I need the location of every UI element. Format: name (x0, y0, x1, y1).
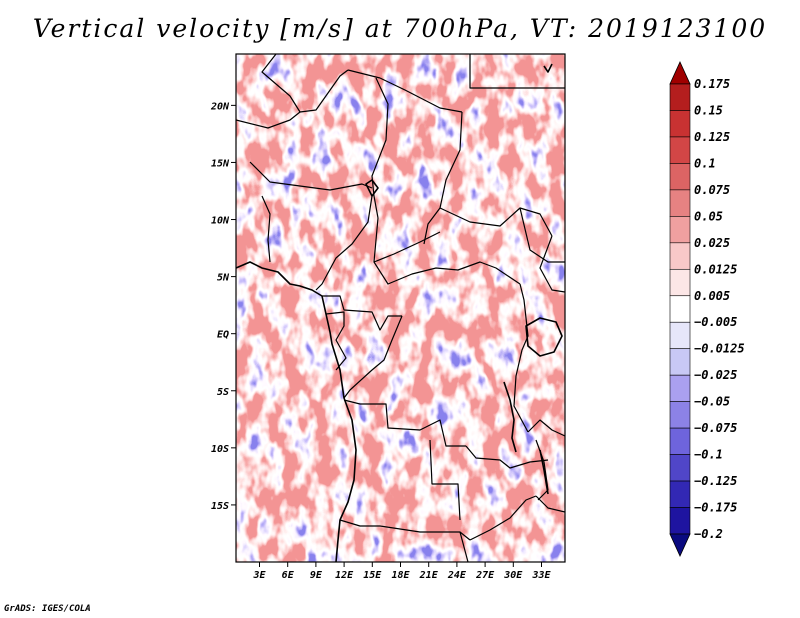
colorbar: 0.175 0.15 0.125 0.1 0.075 0.05 0.025 0.0125 0.0… (669, 61, 745, 557)
lon-tick-label: 27E (475, 570, 495, 581)
border-chad-sudan (423, 111, 463, 245)
colorbar-label: −0.0125 (694, 342, 745, 356)
velocity-field (236, 54, 565, 562)
border-zambia-zimbabwe (469, 495, 537, 541)
lon-tick-label: 3E (252, 570, 266, 581)
colorbar-label: 0.025 (694, 236, 730, 250)
border-namibia-botswana (459, 531, 469, 562)
colorbar-label: −0.05 (694, 395, 730, 409)
lon-tick-label: 24E (447, 570, 467, 581)
colorbar-label: 0.005 (694, 289, 730, 303)
lat-tick-label: 5S (217, 387, 229, 398)
lat-tick-label: 5N (217, 273, 230, 284)
lon-tick-label: 21E (419, 570, 439, 581)
border-niger-mali (236, 111, 301, 129)
border-drc-uganda (513, 283, 529, 433)
border-niger-nigeria (249, 161, 373, 191)
border-mozambique (535, 495, 565, 513)
lon-tick-label: 9E (310, 570, 323, 581)
colorbar-label: 0.1 (694, 156, 716, 170)
colorbar-swatch (669, 480, 691, 508)
border-drc-zambia (465, 445, 549, 469)
latitude-axis: 20N 15N 10N 5N EQ 5S 10S 15S (210, 101, 236, 512)
colorbar-swatch-top (669, 61, 691, 85)
lat-tick-label: 15S (211, 501, 229, 512)
border-ethiopia (539, 235, 565, 293)
colorbar-swatch (669, 268, 691, 297)
colorbar-label: 0.075 (694, 183, 730, 197)
country-borders (236, 54, 565, 562)
colorbar-swatch (669, 321, 691, 350)
lon-tick-label: 12E (335, 570, 354, 581)
lat-tick-label: EQ (217, 330, 229, 341)
border-angola-zambia (429, 439, 461, 521)
colorbar-swatch-bottom (669, 533, 691, 557)
map-title: Vertical velocity [m/s] at 700hPa, VT: 2… (32, 14, 768, 43)
border-sudan-southsudan (439, 207, 553, 237)
border-chad-libya (379, 77, 463, 113)
lake-malawi (539, 449, 549, 495)
border-southsudan-east (519, 207, 565, 263)
colorbar-label: −0.025 (694, 368, 737, 382)
lon-tick-label: 6E (282, 570, 295, 581)
colorbar-swatch (669, 110, 691, 138)
border-cameroon-congo (322, 295, 402, 331)
colorbar-label: −0.075 (694, 421, 737, 435)
credit-text: GrADS: IGES/COLA (4, 604, 91, 614)
red-sea-coast (543, 63, 553, 73)
colorbar-swatch (669, 163, 691, 191)
colorbar-swatch (669, 189, 691, 217)
lake-tanganyika (503, 381, 517, 453)
border-egypt (469, 54, 565, 89)
border-car-north (373, 217, 441, 263)
border-niger-chad (371, 77, 389, 219)
border-congo-drc (343, 315, 403, 399)
border-benin-togo (261, 195, 271, 263)
colorbar-swatch (669, 348, 691, 376)
border-tanzania (527, 419, 565, 437)
colorbar-swatch (669, 216, 691, 244)
colorbar-swatch (669, 136, 691, 164)
colorbar-label: −0.2 (694, 527, 723, 541)
colorbar-swatch (669, 507, 691, 535)
colorbar-label: 0.0125 (694, 262, 737, 276)
colorbar-label: 0.175 (694, 77, 730, 91)
colorbar-swatch (669, 242, 691, 270)
border-nigeria-cameroon (315, 195, 373, 291)
lon-tick-label: 33E (531, 570, 551, 581)
colorbar-swatch (669, 374, 691, 402)
border-angola-namibia (339, 519, 471, 541)
colorbar-label: 0.05 (694, 209, 723, 223)
lat-tick-label: 10N (211, 216, 230, 227)
colorbar-swatch (669, 427, 691, 455)
lat-tick-label: 10S (211, 444, 229, 455)
colorbar-label: 0.125 (694, 130, 730, 144)
colorbar-swatch (669, 295, 691, 323)
lat-tick-label: 15N (211, 158, 230, 169)
border-angola-north (343, 399, 466, 447)
lake-victoria (525, 317, 563, 357)
colorbar-label: −0.175 (694, 501, 737, 515)
colorbar-label: 0.15 (694, 103, 723, 117)
longitude-axis: 3E 6E 9E 12E 15E 18E 21E 24E 27E 30E 33E (252, 562, 552, 581)
map-figure: 20N 15N 10N 5N EQ 5S 10S 15S 3E 6E 9E 12E 15E 18E 21E… (210, 53, 745, 581)
lon-tick-label: 15E (363, 570, 382, 581)
colorbar-swatch (669, 401, 691, 429)
colorbar-swatch (669, 454, 691, 482)
border-chad-north (347, 69, 381, 79)
border-car-drc (373, 261, 521, 285)
lon-tick-label: 18E (391, 570, 410, 581)
colorbar-label: −0.125 (694, 474, 737, 488)
colorbar-label: −0.1 (694, 448, 723, 462)
colorbar-label: −0.005 (694, 315, 737, 329)
colorbar-swatch (669, 83, 691, 111)
coastline (236, 63, 563, 562)
border-gabon (325, 311, 347, 371)
lon-tick-label: 30E (503, 570, 523, 581)
lat-tick-label: 20N (210, 101, 230, 112)
lake-chad (365, 179, 379, 197)
